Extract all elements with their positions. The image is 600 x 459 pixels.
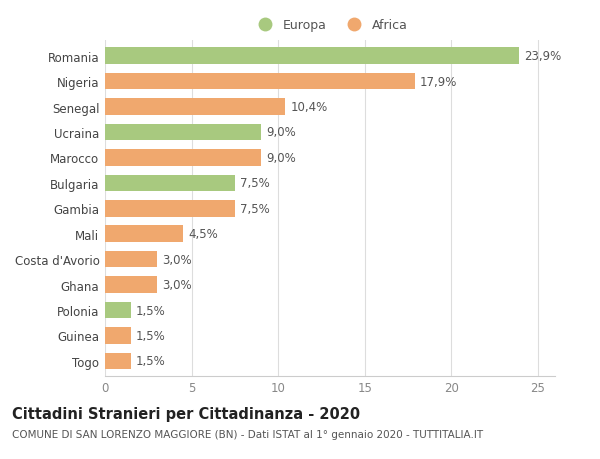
Text: 1,5%: 1,5%	[136, 355, 166, 368]
Text: 10,4%: 10,4%	[290, 101, 328, 114]
Bar	[105, 226, 183, 242]
Bar	[105, 353, 131, 369]
Bar	[105, 150, 261, 166]
Text: 3,0%: 3,0%	[162, 279, 192, 291]
Bar	[105, 74, 415, 90]
Legend: Europa, Africa: Europa, Africa	[248, 14, 412, 37]
Text: 4,5%: 4,5%	[188, 228, 218, 241]
Bar	[105, 124, 261, 141]
Bar	[105, 277, 157, 293]
Text: 7,5%: 7,5%	[240, 177, 270, 190]
Bar	[105, 99, 285, 116]
Text: 7,5%: 7,5%	[240, 202, 270, 215]
Text: Cittadini Stranieri per Cittadinanza - 2020: Cittadini Stranieri per Cittadinanza - 2…	[12, 406, 360, 421]
Text: 1,5%: 1,5%	[136, 329, 166, 342]
Text: 1,5%: 1,5%	[136, 304, 166, 317]
Text: 23,9%: 23,9%	[524, 50, 561, 63]
Bar	[105, 48, 518, 65]
Text: 9,0%: 9,0%	[266, 126, 296, 139]
Bar	[105, 252, 157, 268]
Bar	[105, 175, 235, 192]
Text: 17,9%: 17,9%	[420, 75, 457, 89]
Bar	[105, 302, 131, 319]
Text: COMUNE DI SAN LORENZO MAGGIORE (BN) - Dati ISTAT al 1° gennaio 2020 - TUTTITALIA: COMUNE DI SAN LORENZO MAGGIORE (BN) - Da…	[12, 429, 483, 439]
Bar	[105, 328, 131, 344]
Text: 3,0%: 3,0%	[162, 253, 192, 266]
Text: 9,0%: 9,0%	[266, 151, 296, 165]
Bar	[105, 201, 235, 217]
